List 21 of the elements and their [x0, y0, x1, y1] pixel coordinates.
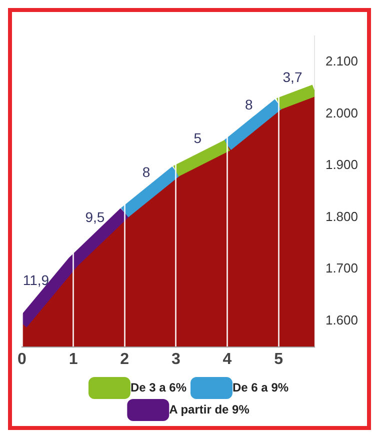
annotation: 3,7 [282, 68, 302, 85]
y-tick-label: 1.900 [325, 157, 358, 172]
annotation: 8 [142, 164, 150, 180]
y-tick-label: 2.100 [325, 53, 358, 68]
x-tick-label: 2 [120, 350, 130, 368]
x-tick-label: 1 [68, 350, 78, 368]
x-tick-label: 5 [274, 350, 284, 368]
x-tick-label: 4 [222, 350, 232, 368]
annotation: 11,9 [22, 272, 50, 288]
x-tick-label: 3 [171, 350, 180, 368]
y-tick-label: 2.000 [325, 105, 358, 120]
annotation: 5 [194, 130, 202, 146]
y-tick-label: 1.800 [325, 208, 358, 224]
x-tick-label: 0 [18, 350, 27, 368]
annotation: 8 [245, 96, 253, 112]
legend-label: De 6 a 9% [232, 380, 289, 394]
annotation: 9,5 [85, 208, 105, 225]
y-tick-label: 1.700 [325, 260, 358, 276]
y-tick-label: 1.600 [325, 312, 358, 328]
legend-label: A partir de 9% [169, 402, 250, 416]
legend-label: De 3 a 6% [130, 380, 187, 394]
